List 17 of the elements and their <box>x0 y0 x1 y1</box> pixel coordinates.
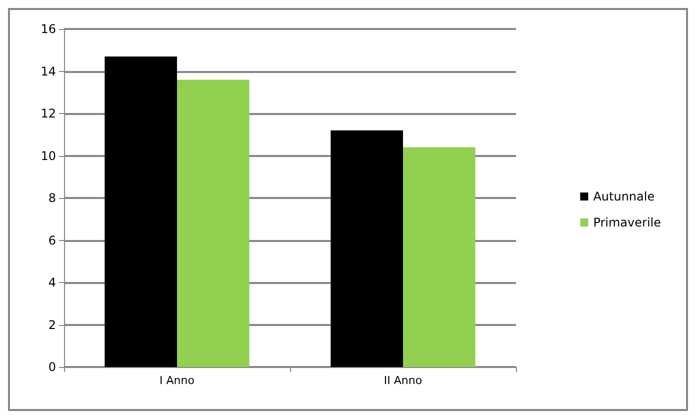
y-tick-label: 14 <box>40 64 56 78</box>
y-tick-label: 0 <box>48 360 56 374</box>
y-tick-label: 12 <box>40 106 56 120</box>
y-tick-label: 8 <box>48 191 56 205</box>
y-tick-label: 4 <box>48 276 56 290</box>
x-tick-label: I Anno <box>160 374 195 387</box>
y-tick-label: 16 <box>40 22 56 36</box>
bar <box>330 130 403 367</box>
bar <box>104 56 177 367</box>
y-tick-label: 10 <box>40 148 56 163</box>
legend-label: Primaverile <box>593 216 662 230</box>
x-tick-label: II Anno <box>384 374 422 387</box>
y-tick-label: 2 <box>48 318 56 332</box>
bar <box>177 80 250 367</box>
legend-label: Autunnale <box>593 190 655 204</box>
y-tick-label: 6 <box>48 233 56 248</box>
bar <box>403 147 476 367</box>
